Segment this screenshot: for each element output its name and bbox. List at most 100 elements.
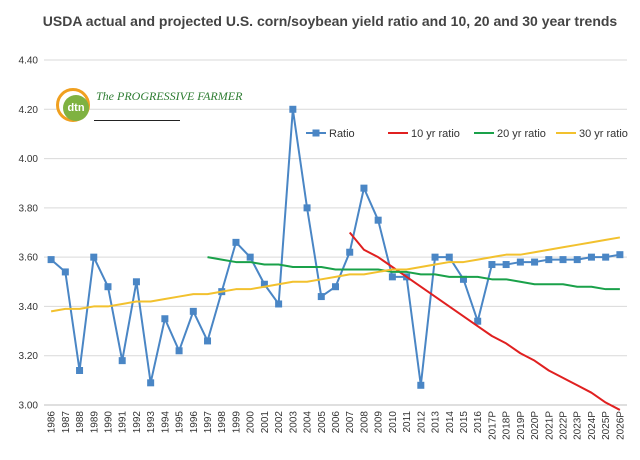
x-tick-label: 1992: [132, 411, 143, 434]
x-tick-label: 1989: [89, 411, 100, 434]
chart-title: USDA actual and projected U.S. corn/soyb…: [42, 13, 618, 29]
dtn-logo-text: dtn: [63, 95, 89, 121]
ratio-marker: [118, 357, 126, 365]
x-tick-label: 1990: [103, 411, 114, 434]
ratio-marker: [431, 253, 439, 261]
x-tick-label: 2001: [260, 411, 271, 434]
ratio-marker: [573, 256, 581, 264]
ratio-marker: [559, 256, 567, 264]
x-tick-label: 2008: [359, 411, 370, 434]
legend-label: 20 yr ratio: [497, 128, 546, 140]
ratio-marker: [175, 347, 183, 355]
legend: Ratio 10 yr ratio 20 yr ratio 30 yr ratio: [306, 128, 628, 140]
ratio-marker: [275, 300, 283, 308]
axes: 3.00 3.20 3.40 3.60 3.80 4.00 4.20 4.40 1986 1987…: [19, 56, 627, 440]
x-tick-label: 2024P: [587, 411, 598, 440]
x-tick-label: 2022P: [559, 411, 570, 440]
y-tick-label: 4.40: [19, 56, 39, 67]
x-tick-label: 2004: [303, 411, 314, 434]
ratio-marker: [90, 253, 98, 261]
ratio-marker: [445, 253, 453, 261]
ratio-marker: [488, 261, 496, 269]
x-tick-label: 1986: [47, 411, 58, 434]
ratio-marker: [602, 253, 610, 261]
ratio-marker: [417, 381, 425, 389]
ratio-marker: [132, 278, 140, 286]
y-tick-label: 3.20: [19, 351, 39, 362]
legend-marker: [312, 129, 320, 137]
ratio-marker: [616, 251, 624, 259]
x-tick-label: 1997: [203, 411, 214, 434]
ratio-marker: [502, 261, 510, 269]
ratio-marker: [104, 283, 112, 291]
y-tick-label: 4.20: [19, 105, 39, 116]
ratio-marker: [204, 337, 212, 345]
ratio-marker: [61, 268, 69, 276]
x-tick-label: 2014: [445, 411, 456, 434]
x-tick-label: 1995: [175, 411, 186, 434]
ratio-marker: [260, 280, 268, 288]
ratio-marker: [161, 315, 169, 323]
ratio-marker: [246, 253, 254, 261]
x-tick-label: 2023P: [573, 411, 584, 440]
ratio-marker: [147, 379, 155, 387]
legend-label: 10 yr ratio: [411, 128, 460, 140]
x-tick-label: 2016: [473, 411, 484, 434]
ratio-marker: [332, 283, 339, 291]
x-tick-label: 2020P: [530, 411, 541, 440]
ratio-marker: [232, 238, 240, 246]
progressive-farmer-wordmark: The PROGRESSIVE FARMER: [96, 89, 243, 103]
y-tick-label: 3.60: [19, 253, 39, 264]
logo-underline: [94, 120, 180, 121]
ratio-line: [50, 108, 621, 387]
legend-label: Ratio: [329, 128, 355, 140]
ratio-marker: [545, 256, 553, 264]
x-tick-label: 2021P: [544, 411, 555, 440]
ratio-marker: [317, 293, 325, 301]
ratio-marker: [474, 317, 482, 325]
x-tick-label: 1998: [217, 411, 228, 434]
x-tick-label: 2003: [288, 411, 299, 434]
x-tick-label: 1994: [160, 411, 171, 434]
dtn-logo-circle: dtn: [56, 88, 90, 122]
dtn-progressive-farmer-logo: dtn The PROGRESSIVE FARMER: [56, 88, 242, 124]
y-tick-label: 3.00: [19, 401, 39, 412]
ratio-marker: [531, 258, 539, 266]
y-tick-label: 4.00: [19, 154, 39, 165]
x-tick-label: 2002: [274, 411, 285, 434]
ratio-marker: [47, 256, 55, 264]
ratio-marker: [289, 105, 297, 113]
x-tick-label: 2010: [388, 411, 399, 434]
x-tick-label: 2019P: [516, 411, 527, 440]
legend-label: 30 yr ratio: [579, 128, 628, 140]
ratio-marker: [516, 258, 524, 266]
x-tick-label: 2012: [416, 411, 427, 434]
y-tick-label: 3.40: [19, 302, 39, 313]
ratio-marker: [303, 204, 311, 212]
ratio-marker: [459, 275, 467, 283]
series-lines: [47, 105, 624, 411]
ratio-marker: [76, 367, 84, 374]
x-tick-label: 1996: [189, 411, 200, 434]
ratio-marker: [360, 184, 368, 192]
y-tick-label: 3.80: [19, 203, 39, 214]
ratio-marker: [388, 273, 396, 281]
x-tick-label: 2013: [431, 411, 442, 434]
ratio-marker: [189, 307, 197, 315]
x-tick-label: 1987: [61, 411, 72, 434]
30-yr-ratio-line: [50, 236, 621, 313]
x-tick-label: 1999: [231, 411, 242, 434]
x-tick-label: 1993: [146, 411, 157, 434]
ratio-marker: [587, 253, 595, 261]
20-yr-ratio-line: [207, 256, 620, 291]
x-tick-label: 2006: [331, 411, 342, 434]
x-tick-label: 2025P: [601, 411, 612, 440]
ratio-marker: [346, 248, 354, 256]
x-tick-label: 2000: [246, 411, 257, 434]
x-tick-label: 2026P: [615, 411, 626, 440]
x-tick-label: 2018P: [502, 411, 513, 440]
x-tick-label: 1991: [118, 411, 129, 434]
x-tick-label: 2007: [345, 411, 356, 434]
x-tick-label: 2005: [317, 411, 328, 434]
